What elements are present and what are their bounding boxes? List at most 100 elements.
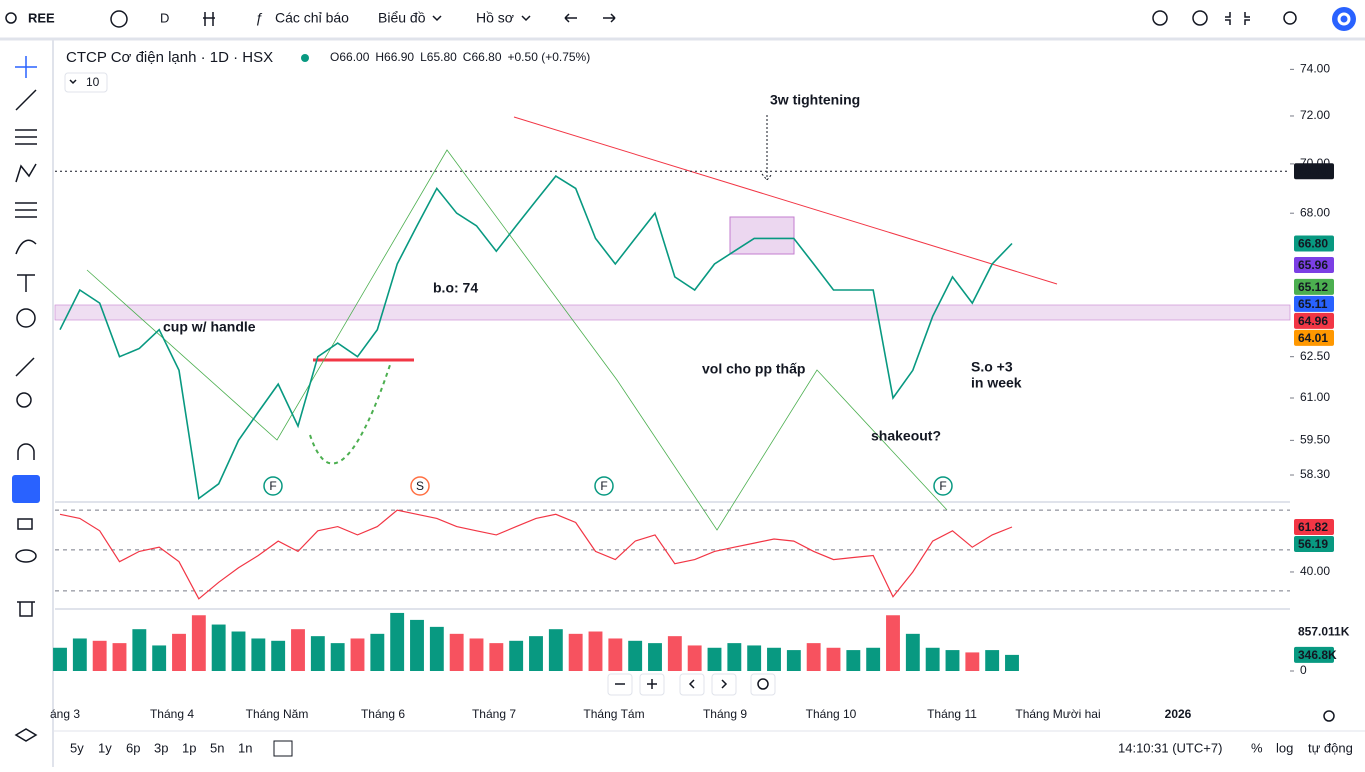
price-badge (1294, 295, 1334, 312)
brush-tool[interactable] (15, 239, 37, 255)
fib-tool[interactable] (15, 129, 37, 145)
volume-bar (231, 631, 246, 671)
undo[interactable] (564, 13, 577, 23)
price-badge-label: 65.12 (1298, 280, 1328, 294)
time-label: Tháng Tám (583, 707, 644, 721)
range-button[interactable]: 1n (238, 740, 252, 755)
logo[interactable] (1332, 7, 1356, 31)
event-marker-label: F (269, 479, 276, 493)
zoom-tool[interactable] (16, 392, 32, 408)
range-button[interactable]: 5y (70, 740, 84, 755)
log-toggle[interactable]: log (1276, 740, 1293, 755)
fullscreen-icon[interactable] (1225, 12, 1250, 25)
volume-bar (707, 647, 722, 671)
auto-toggle[interactable]: tự động (1308, 740, 1353, 755)
volume-bar (72, 638, 87, 671)
time-label: Tháng 9 (703, 707, 747, 721)
crosshair-tool[interactable] (15, 56, 37, 78)
magnet-tool[interactable] (17, 443, 35, 460)
pattern-tool[interactable] (15, 163, 37, 183)
chart-type[interactable]: Biểu đồ (378, 10, 426, 26)
volume-bar (905, 633, 920, 671)
alert-icon[interactable] (1152, 10, 1168, 26)
profile[interactable]: Hồ sơ (476, 10, 514, 26)
left-toolbar (12, 56, 40, 742)
ruler-tool[interactable] (15, 357, 35, 377)
ohlc-value: 65.80 (427, 50, 457, 64)
price-badge (1294, 519, 1334, 536)
time-label: áng 3 (50, 707, 80, 721)
fx-icon[interactable]: ƒ (255, 10, 263, 26)
clock[interactable]: 14:10:31 (UTC+7) (1118, 740, 1222, 755)
forecast-tool[interactable] (15, 202, 37, 218)
volume-bar (410, 619, 424, 671)
redo[interactable] (603, 13, 616, 23)
event-marker-label: F (939, 479, 946, 493)
ohlc-value: 66.80 (471, 50, 501, 64)
percent[interactable]: % (1251, 740, 1263, 755)
volume-bar (945, 650, 960, 671)
length-box[interactable] (64, 72, 108, 93)
annotation: S.o +3 (971, 359, 1013, 375)
annotation: b.o: 74 (433, 280, 478, 296)
price-badge (1294, 278, 1334, 295)
range-button[interactable]: 1p (182, 740, 196, 755)
event-marker[interactable] (933, 476, 953, 496)
trash-tool[interactable] (17, 601, 35, 617)
plus (647, 679, 657, 689)
indicators[interactable]: Các chỉ báo (275, 10, 349, 26)
top-bar (0, 0, 1365, 38)
y-tick-label: 72.00 (1300, 108, 1330, 122)
range-button[interactable]: 1y (98, 740, 112, 755)
settings-icon[interactable] (1192, 10, 1208, 26)
lock-drawing-tool[interactable] (12, 475, 40, 503)
event-marker[interactable] (594, 476, 614, 496)
price-badge-label: 66.80 (1298, 237, 1328, 251)
volume-bar (985, 650, 1000, 671)
range-button[interactable]: 5n (210, 740, 224, 755)
scroll-right[interactable] (711, 673, 737, 696)
compare-icon[interactable] (110, 10, 128, 28)
reset[interactable] (750, 673, 776, 696)
emoji-tool[interactable] (16, 308, 36, 328)
text-tool[interactable] (17, 274, 35, 292)
volume-bar (628, 640, 643, 671)
scroll-left[interactable] (679, 673, 705, 696)
eye-tool[interactable] (15, 549, 37, 563)
bar-icon[interactable] (203, 12, 215, 26)
range-button[interactable]: 6p (126, 740, 140, 755)
trend-line (513, 116, 1058, 285)
share-icon[interactable] (1283, 11, 1297, 25)
chevron (721, 679, 728, 689)
line-tool[interactable] (15, 89, 37, 111)
volume-bar (826, 647, 841, 671)
y-tick-label: 59.50 (1300, 433, 1330, 447)
chevron (521, 15, 531, 22)
time-label: Tháng 10 (806, 707, 857, 721)
search-icon[interactable] (5, 12, 17, 24)
range-button[interactable]: 3p (154, 740, 168, 755)
cup-curve (309, 364, 391, 465)
layers[interactable] (14, 728, 38, 742)
interval[interactable]: D (160, 10, 169, 25)
event-marker[interactable] (410, 476, 430, 496)
volume-bar (588, 631, 603, 671)
date-range-icon[interactable] (273, 740, 293, 757)
ohlc: O 66.00 H 66.90 L 65.80 C 66.80 +0.50 (+0.75%) (330, 50, 590, 64)
chevron (688, 679, 695, 689)
price-badge (1294, 312, 1334, 329)
arrow (761, 115, 773, 181)
ohlc-value: 66.90 (384, 50, 414, 64)
event-marker[interactable] (263, 476, 283, 496)
volume-bar (866, 647, 881, 671)
indicator-length: 10 (86, 75, 100, 89)
symbol[interactable]: REE (28, 10, 55, 25)
price-badge (1294, 536, 1334, 553)
lock-tool[interactable] (17, 518, 33, 530)
reset-icon (757, 678, 769, 690)
settings-icon[interactable] (1323, 710, 1335, 722)
chevron (432, 15, 442, 22)
volume-bar (251, 638, 266, 671)
ohlc-key: O (330, 50, 339, 64)
